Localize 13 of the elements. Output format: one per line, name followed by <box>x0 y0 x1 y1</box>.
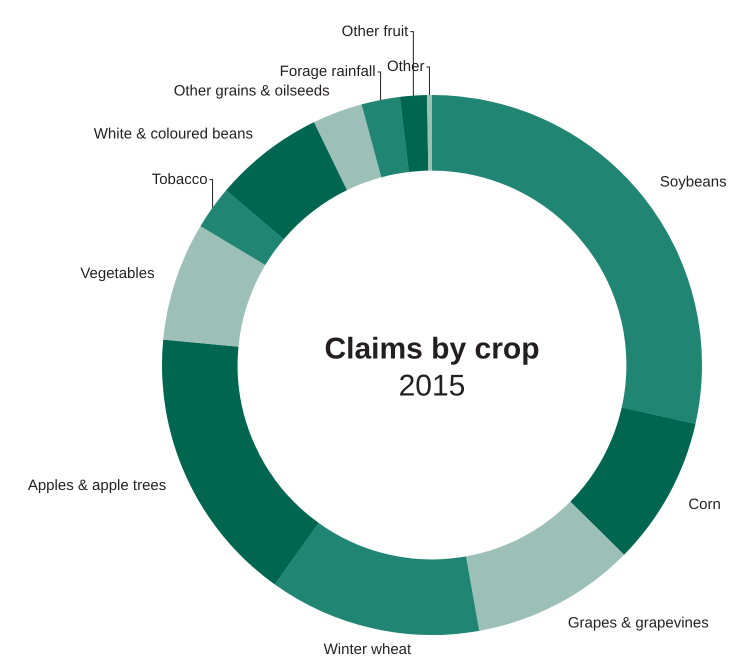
text: 2015 <box>398 369 466 402</box>
slice-label: Soybeans <box>660 174 727 191</box>
slice-label: Vegetables <box>80 265 155 282</box>
slice-label: White & coloured beans <box>94 125 254 142</box>
slice-label: Other grains & oilseeds <box>174 82 330 100</box>
slice-label: Winter wheat <box>324 640 412 658</box>
slice-label: Other fruit <box>342 22 410 40</box>
text: Claims by crop <box>324 332 540 366</box>
slice-label: Grapes & grapevines <box>568 614 709 632</box>
slice-label: Corn <box>688 496 721 514</box>
slice-label: Apples & apple trees <box>28 477 166 494</box>
slice-label: Forage rainfall <box>280 63 376 80</box>
slice-label: Tobacco <box>152 170 208 188</box>
